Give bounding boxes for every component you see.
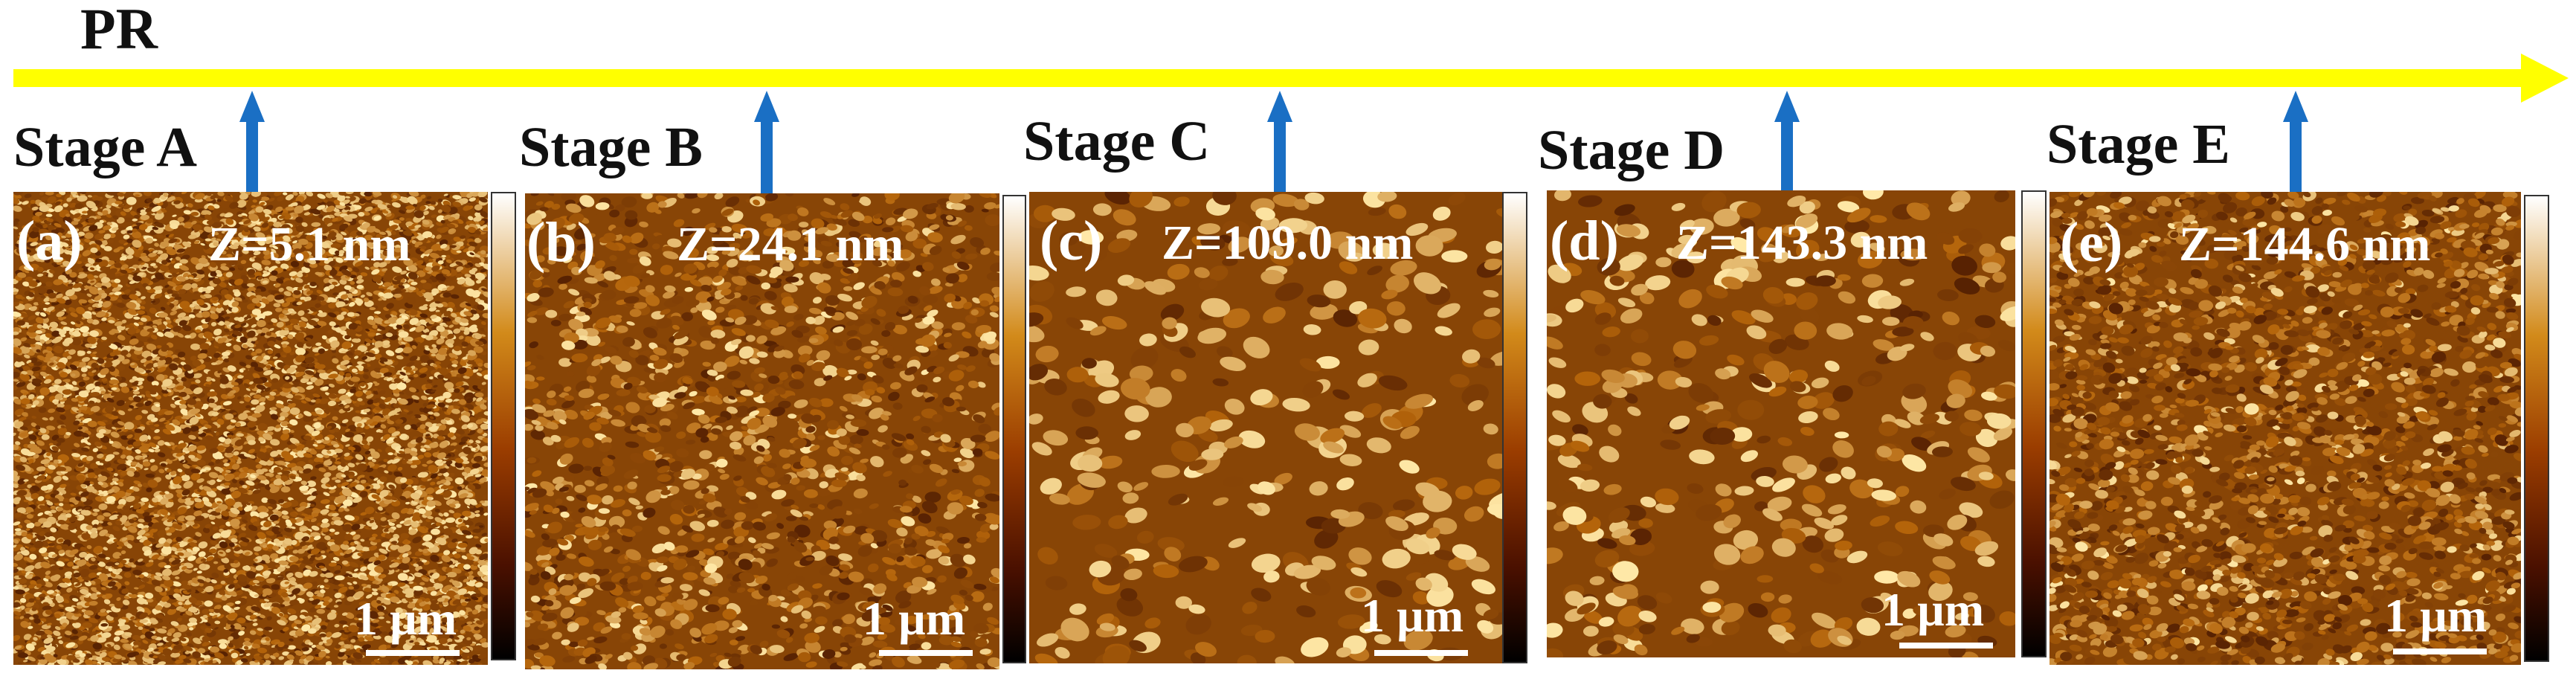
z-range-c: Z=109.0 nm [1162, 216, 1414, 270]
color-scale-b [1002, 195, 1026, 663]
color-scale-e [2524, 195, 2549, 662]
afm-image-d [1547, 190, 2015, 657]
scale-bar-a [366, 650, 460, 656]
process-arrow-shaft [13, 69, 2542, 87]
scale-bar-label-a: 1 µm [354, 592, 457, 645]
afm-texture [1029, 192, 1505, 663]
process-label: PR [80, 0, 158, 61]
stage-a-arrow-icon [239, 91, 265, 195]
panel-label-c: (c) [1040, 210, 1103, 272]
scale-bar-e [2393, 649, 2487, 654]
scale-bar-label-c: 1 µm [1361, 589, 1464, 642]
color-scale-c [1502, 192, 1527, 663]
z-range-d: Z=143.3 nm [1676, 216, 1928, 270]
color-scale-a [491, 192, 516, 660]
stage-c-arrow-icon [1267, 91, 1292, 195]
z-range-b: Z=24.1 nm [677, 217, 904, 271]
afm-image-e [2049, 192, 2521, 665]
stage-d-arrow-icon [1774, 91, 1800, 195]
stage-a-label: Stage A [13, 116, 197, 178]
afm-texture [2049, 192, 2521, 665]
panel-label-a: (a) [16, 210, 83, 272]
stage-d-label: Stage D [1538, 119, 1725, 181]
stage-c-label: Stage C [1023, 110, 1211, 173]
afm-image-b [525, 193, 999, 669]
stage-e-arrow-icon [2283, 91, 2308, 195]
stage-e-label: Stage E [2047, 113, 2230, 176]
panel-label-b: (b) [527, 211, 596, 274]
scale-bar-d [1899, 643, 1993, 649]
scale-bar-label-d: 1 µm [1881, 583, 1985, 636]
afm-image-a [13, 192, 488, 665]
scale-bar-b [879, 650, 973, 656]
afm-image-c [1029, 192, 1505, 663]
panel-label-d: (d) [1550, 210, 1619, 272]
color-scale-d [2021, 190, 2047, 657]
afm-texture [1547, 190, 2015, 657]
scale-bar-label-e: 1 µm [2384, 589, 2488, 642]
stage-b-arrow-icon [754, 91, 779, 195]
scale-bar-c [1374, 650, 1468, 656]
z-range-a: Z=5.1 nm [208, 217, 411, 271]
panel-label-e: (e) [2060, 211, 2123, 274]
process-arrow-head [2521, 54, 2569, 103]
stage-b-label: Stage B [519, 116, 703, 178]
afm-texture [13, 192, 488, 665]
z-range-e: Z=144.6 nm [2179, 217, 2431, 271]
scale-bar-label-b: 1 µm [863, 592, 966, 645]
afm-texture [525, 193, 999, 669]
